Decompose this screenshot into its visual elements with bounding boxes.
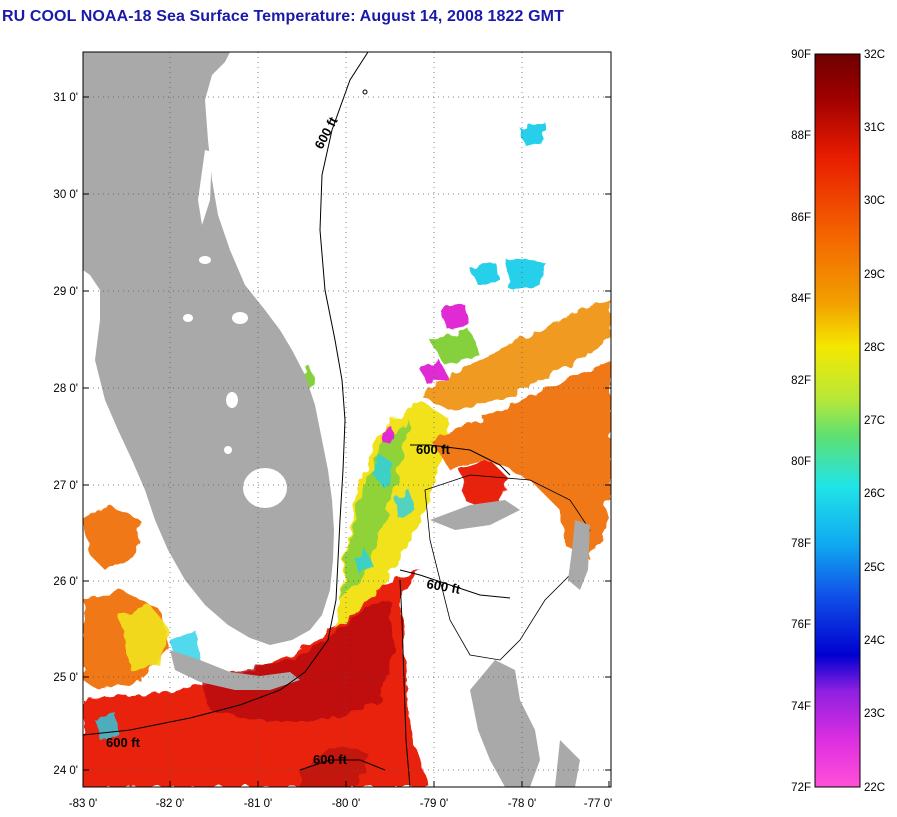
colorbar-f-84: 84F bbox=[791, 293, 811, 305]
map-title: RU COOL NOAA-18 Sea Surface Temperature:… bbox=[2, 8, 564, 25]
sst-cyan-streaks bbox=[355, 455, 415, 575]
sst-warm-streak bbox=[300, 745, 370, 787]
sst-north-patches bbox=[470, 122, 545, 290]
lat-label-28: 28 0' bbox=[53, 383, 78, 395]
sst-north-green bbox=[300, 330, 480, 388]
colorbar-c-29: 29C bbox=[864, 269, 885, 281]
lon-label-82: -82 0' bbox=[156, 798, 184, 810]
grand-bahama bbox=[430, 500, 520, 530]
colorbar-f-76: 76F bbox=[791, 619, 811, 631]
map-gridlines bbox=[83, 52, 611, 787]
lon-label-83: -83 0' bbox=[69, 798, 97, 810]
lat-label-27: 27 0' bbox=[53, 480, 78, 492]
inland-lakes bbox=[183, 150, 248, 454]
lon-label-78: -78 0' bbox=[508, 798, 536, 810]
colorbar-c-32: 32C bbox=[864, 49, 885, 61]
map-border bbox=[82, 51, 612, 788]
contour-marker bbox=[362, 89, 368, 95]
lon-label-79: -79 0' bbox=[420, 798, 448, 810]
colorbar-f-80: 80F bbox=[791, 456, 811, 468]
colorbar-c-24: 24C bbox=[864, 635, 885, 647]
sst-gulf-cyan bbox=[95, 630, 200, 740]
colorbar-c-25: 25C bbox=[864, 562, 885, 574]
lat-label-25: 25 0' bbox=[53, 672, 78, 684]
colorbar: 90F 88F 86F 84F 82F 80F 78F 76F 74F 72F … bbox=[791, 49, 885, 794]
contour-label-south: 600 ft bbox=[313, 752, 348, 767]
lon-label-77: -77 0' bbox=[584, 798, 612, 810]
colorbar-gradient bbox=[814, 53, 861, 788]
map-tick-marks bbox=[82, 96, 611, 787]
colorbar-f-82: 82F bbox=[791, 375, 811, 387]
lat-label-24: 24 0' bbox=[53, 765, 78, 777]
lon-label-80: -80 0' bbox=[332, 798, 360, 810]
colorbar-f-86: 86F bbox=[791, 212, 811, 224]
colorbar-c-27: 27C bbox=[864, 415, 885, 427]
colorbar-c-26: 26C bbox=[864, 488, 885, 500]
sst-north-magenta bbox=[380, 305, 470, 444]
lon-label-81: -81 0' bbox=[244, 798, 272, 810]
lake-okeechobee bbox=[243, 468, 287, 508]
colorbar-c-31: 31C bbox=[864, 122, 885, 134]
sst-orange-north bbox=[420, 300, 611, 410]
lat-label-31: 31 0' bbox=[53, 92, 78, 104]
colorbar-f-72: 72F bbox=[791, 782, 811, 794]
sst-orange-offshore bbox=[430, 360, 611, 520]
colorbar-f-74: 74F bbox=[791, 701, 811, 713]
lat-label-29: 29 0' bbox=[53, 286, 78, 298]
colorbar-c-30: 30C bbox=[864, 195, 885, 207]
sst-gulf-yellow bbox=[120, 605, 170, 670]
abaco-island bbox=[568, 520, 590, 590]
lat-label-26: 26 0' bbox=[53, 576, 78, 588]
colorbar-c-22: 22C bbox=[864, 782, 885, 794]
colorbar-f-78: 78F bbox=[791, 538, 811, 550]
isobath-contours bbox=[83, 52, 511, 787]
bahamas-bank-outline bbox=[424, 474, 591, 661]
cuba-edge bbox=[555, 740, 580, 787]
colorbar-f-88: 88F bbox=[791, 130, 811, 142]
colorbar-f-90: 90F bbox=[791, 49, 811, 61]
contour-label-grand-bahama: 600 ft bbox=[416, 442, 451, 457]
contour-label-andros: 600 ft bbox=[425, 576, 462, 597]
sst-map: 600 ft 600 ft 600 ft 600 ft 600 ft 31 bbox=[53, 51, 612, 810]
florida-keys bbox=[170, 650, 300, 690]
lat-label-30: 30 0' bbox=[53, 189, 78, 201]
andros-island bbox=[470, 660, 540, 787]
colorbar-c-28: 28C bbox=[864, 342, 885, 354]
contour-label-gulf: 600 ft bbox=[106, 735, 141, 750]
colorbar-c-23: 23C bbox=[864, 708, 885, 720]
